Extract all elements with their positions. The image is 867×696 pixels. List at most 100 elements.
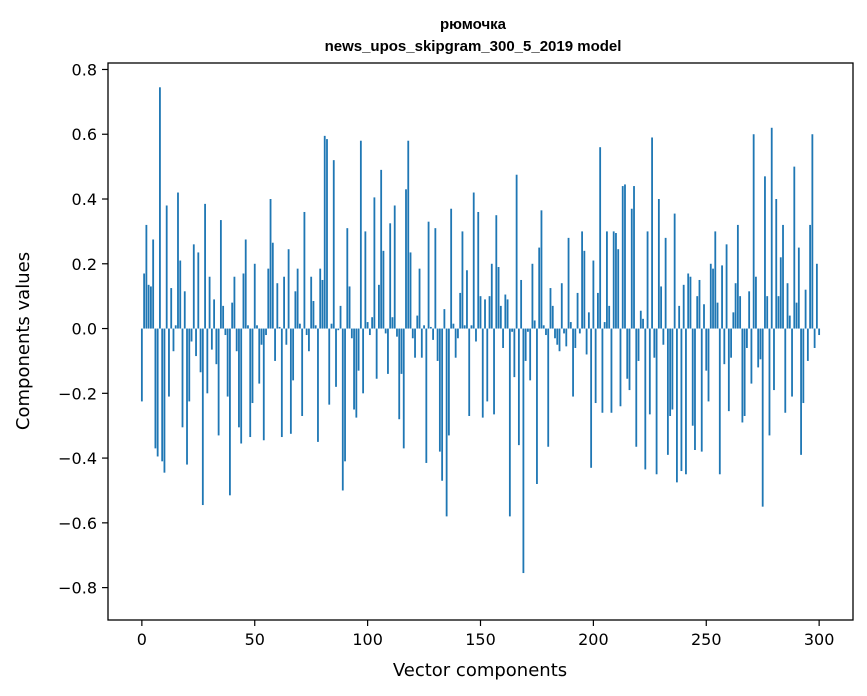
chart-title: рюмочка <box>440 16 507 33</box>
bar-component-287 <box>788 315 791 329</box>
bar-component-172 <box>529 328 532 381</box>
bar-component-10 <box>163 328 166 473</box>
bar-component-264 <box>736 224 739 329</box>
bar-component-52 <box>258 328 261 384</box>
bar-component-56 <box>267 268 270 329</box>
bar-component-67 <box>292 328 295 381</box>
bar-component-164 <box>511 328 514 332</box>
bar-component-99 <box>364 231 367 329</box>
bar-component-248 <box>700 328 703 452</box>
bar-component-2 <box>145 224 148 329</box>
bar-component-212 <box>619 328 622 407</box>
bar-component-267 <box>743 328 746 416</box>
bar-component-47 <box>247 325 249 329</box>
bar-component-111 <box>391 317 394 329</box>
bar-component-73 <box>305 328 308 336</box>
y-tick-label: −0.8 <box>58 579 97 598</box>
bar-component-205 <box>603 322 606 329</box>
bar-component-70 <box>298 323 301 329</box>
bar-component-95 <box>355 328 358 418</box>
bar-component-245 <box>694 328 696 450</box>
bar-component-285 <box>784 328 787 413</box>
bar-component-228 <box>655 328 658 475</box>
bar-component-294 <box>804 289 807 329</box>
bar-component-15 <box>174 325 177 329</box>
bars-group <box>140 87 821 574</box>
bar-component-271 <box>752 134 755 329</box>
bar-component-126 <box>425 328 428 463</box>
bar-component-107 <box>382 250 385 329</box>
bar-component-159 <box>499 305 502 329</box>
bar-component-48 <box>249 328 252 438</box>
bar-component-41 <box>233 276 236 329</box>
bar-component-7 <box>156 328 159 457</box>
bar-component-131 <box>436 328 439 361</box>
bar-component-21 <box>188 328 191 402</box>
bar-component-151 <box>481 328 484 418</box>
bar-component-140 <box>457 328 459 339</box>
bar-component-272 <box>755 276 757 329</box>
bar-component-235 <box>671 328 674 410</box>
bar-component-81 <box>323 135 326 329</box>
bar-component-209 <box>612 231 615 329</box>
x-tick-label: 0 <box>137 630 147 649</box>
bar-component-246 <box>696 296 699 329</box>
bar-component-177 <box>540 210 543 329</box>
bar-component-123 <box>418 268 421 329</box>
bar-component-61 <box>278 326 281 329</box>
bar-component-146 <box>470 325 473 329</box>
bar-component-250 <box>705 328 708 371</box>
bar-component-128 <box>429 326 432 329</box>
bar-component-284 <box>782 224 784 329</box>
bar-component-109 <box>387 328 389 374</box>
bar-component-175 <box>536 328 538 484</box>
y-tick-label: 0.4 <box>72 190 97 209</box>
bar-component-19 <box>183 291 186 329</box>
bar-component-114 <box>398 328 401 420</box>
bar-component-281 <box>775 199 778 329</box>
bar-component-54 <box>262 328 265 441</box>
bar-component-200 <box>592 260 595 329</box>
bar-component-238 <box>678 305 681 329</box>
bar-component-57 <box>269 199 272 329</box>
bar-component-232 <box>664 237 667 329</box>
bar-component-23 <box>192 244 195 329</box>
bar-component-243 <box>689 276 692 329</box>
bar-component-289 <box>793 166 796 329</box>
bar-component-291 <box>797 247 800 329</box>
bar-component-186 <box>560 283 563 329</box>
bar-component-224 <box>646 231 649 329</box>
bar-component-210 <box>615 233 617 329</box>
bar-component-85 <box>332 160 335 329</box>
bar-component-236 <box>673 213 676 329</box>
bar-component-130 <box>434 228 437 329</box>
bar-component-17 <box>179 260 182 329</box>
bar-component-258 <box>723 328 726 365</box>
bar-component-157 <box>495 215 498 329</box>
bar-component-115 <box>400 328 403 374</box>
bar-component-190 <box>569 322 572 329</box>
bar-component-216 <box>628 328 631 391</box>
bar-component-72 <box>303 211 306 329</box>
bar-component-127 <box>427 221 430 329</box>
bar-component-14 <box>172 328 175 352</box>
bar-component-204 <box>601 328 604 413</box>
bar-component-215 <box>626 328 629 379</box>
bar-component-251 <box>707 328 710 402</box>
bar-component-260 <box>727 328 730 412</box>
bar-component-135 <box>445 328 448 517</box>
bar-component-293 <box>802 328 805 404</box>
bar-component-134 <box>443 309 446 329</box>
bar-component-60 <box>276 283 279 329</box>
bar-component-269 <box>748 291 751 329</box>
bar-component-18 <box>181 328 184 428</box>
bar-component-161 <box>504 294 507 329</box>
bar-component-20 <box>186 328 188 465</box>
bar-component-90 <box>344 328 346 462</box>
bar-component-230 <box>660 286 663 329</box>
bar-component-237 <box>676 328 678 483</box>
bar-component-206 <box>606 231 608 329</box>
bar-component-261 <box>730 328 732 358</box>
bar-component-13 <box>170 288 173 329</box>
